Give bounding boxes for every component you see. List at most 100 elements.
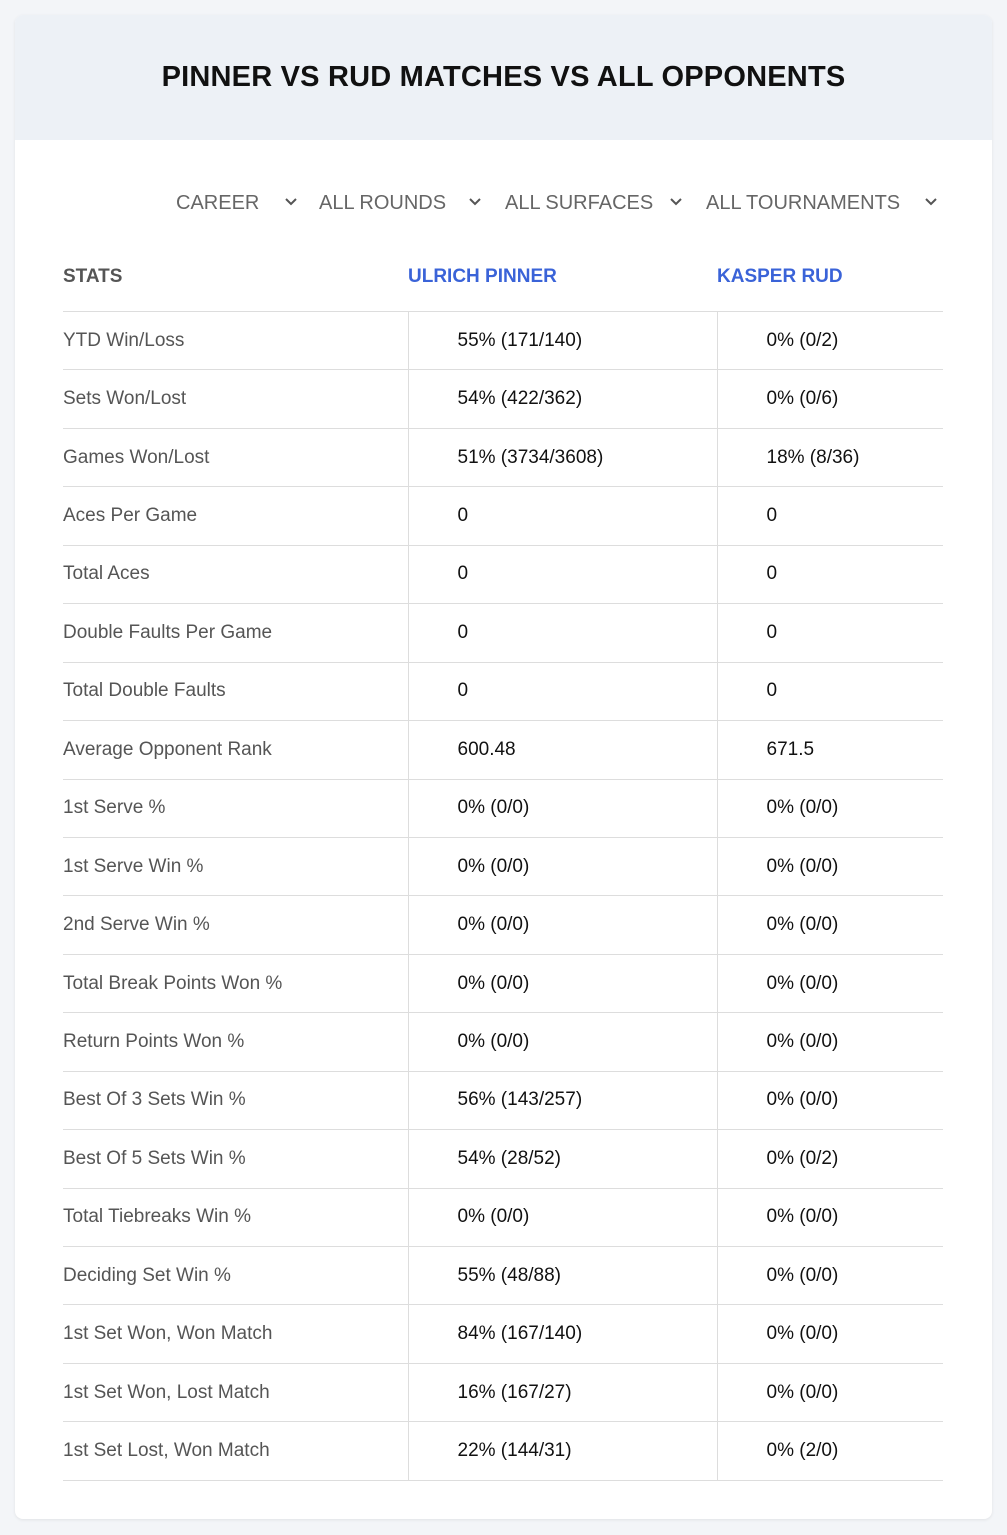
stat-value: 0 [716,486,943,546]
stats-card: PINNER VS RUD MATCHES VS ALL OPPONENTS C… [15,15,992,1519]
column-header[interactable]: ULRICH PINNER [408,243,717,312]
filter-label: CAREER [176,191,260,214]
filter-dropdown[interactable]: ALL ROUNDS [319,191,485,215]
stat-row: 2nd Serve Win % 0% (0/0) 0% (0/0) [63,895,943,955]
stat-label: 1st Set Won, Won Match [63,1304,408,1364]
stat-value: 0% (0/0) [716,779,943,838]
stat-value: 671.5 [716,720,943,780]
stat-value: 0 [716,662,943,722]
stat-value: 0% (0/0) [716,1188,943,1248]
stat-row: Return Points Won % 0% (0/0) 0% (0/0) [63,1012,943,1072]
stat-value: 0% (2/0) [716,1421,943,1481]
stat-value: 0% (0/0) [407,779,717,838]
stat-value: 0% (0/0) [716,1012,943,1072]
stat-value: 600.48 [407,720,717,780]
stat-row: 1st Set Lost, Won Match 22% (144/31) 0% (2… [63,1421,943,1481]
stat-label: Double Faults Per Game [63,603,408,663]
stat-value: 16% (167/27) [407,1363,717,1423]
stat-label: Return Points Won % [63,1012,408,1072]
stat-label: YTD Win/Loss [63,311,408,371]
stat-label: Best Of 3 Sets Win % [63,1071,408,1131]
stat-value: 56% (143/257) [407,1071,717,1131]
stat-value: 18% (8/36) [716,428,943,488]
stat-value: 0% (0/2) [716,311,943,371]
stat-row: Aces Per Game 0 0 [63,486,943,546]
stat-row: Sets Won/Lost 54% (422/362) 0% (0/6) [63,369,943,429]
stat-value: 0% (0/0) [716,954,943,1014]
stat-row: Best Of 3 Sets Win % 56% (143/257) 0% (0/0… [63,1071,943,1131]
stat-value: 0 [716,603,943,663]
header: PINNER VS RUD MATCHES VS ALL OPPONENTS [15,15,992,140]
chevron-icon [285,198,297,206]
stat-value: 0% (0/0) [407,1188,717,1248]
chevron-icon [925,198,937,206]
stat-row: Total Aces 0 0 [63,545,943,605]
stat-value: 0 [716,545,943,605]
stat-value: 54% (422/362) [407,369,717,429]
stat-row: 1st Serve % 0% (0/0) 0% (0/0) [63,779,943,838]
column-header: STATS [63,243,408,312]
stat-row: 1st Set Won, Won Match 84% (167/140) 0% (0… [63,1304,943,1364]
stat-row: Total Tiebreaks Win % 0% (0/0) 0% (0/0) [63,1188,943,1248]
stat-value: 84% (167/140) [407,1304,717,1364]
chevron-icon [670,198,682,206]
stat-value: 0% (0/0) [716,1071,943,1131]
stat-row: 1st Serve Win % 0% (0/0) 0% (0/0) [63,837,943,897]
chevron-icon [469,198,481,206]
stat-label: 1st Serve Win % [63,837,408,897]
stat-label: 1st Serve % [63,779,408,838]
stat-value: 22% (144/31) [407,1421,717,1481]
column-header[interactable]: KASPER RUD [717,243,943,312]
title: PINNER VS RUD MATCHES VS ALL OPPONENTS [161,61,846,93]
stat-value: 51% (3734/3608) [407,428,717,488]
stat-row: Deciding Set Win % 55% (48/88) 0% (0/0) [63,1246,943,1306]
stat-value: 0 [407,662,717,722]
header-row: STATS ULRICH PINNER KASPER RUD [63,243,943,312]
stat-row: Best Of 5 Sets Win % 54% (28/52) 0% (0/2) [63,1129,943,1189]
filter-label: ALL TOURNAMENTS [706,191,901,214]
stat-row: Total Double Faults 0 0 [63,662,943,722]
stat-row: 1st Set Won, Lost Match 16% (167/27) 0% (0… [63,1363,943,1423]
stat-value: 0% (0/0) [716,1246,943,1306]
stat-value: 0% (0/0) [407,954,717,1014]
stat-value: 0% (0/0) [716,1304,943,1364]
stat-row: Average Opponent Rank 600.48 671.5 [63,720,943,780]
stat-label: Total Aces [63,545,408,605]
filter-dropdown[interactable]: CAREER [176,191,300,215]
stat-label: Average Opponent Rank [63,720,408,780]
stat-value: 0% (0/0) [716,895,943,955]
stat-value: 0% (0/0) [716,1363,943,1423]
stat-value: 54% (28/52) [407,1129,717,1189]
filter-label: ALL ROUNDS [319,191,447,214]
stat-label: Aces Per Game [63,486,408,546]
filter-label: ALL SURFACES [505,191,654,214]
stat-value: 0% (0/0) [407,837,717,897]
stats-table: STATS ULRICH PINNER KASPER RUD YTD Win/L… [63,243,943,1481]
stat-value: 0 [407,486,717,546]
stat-value: 0% (0/0) [407,1012,717,1072]
stat-row: Double Faults Per Game 0 0 [63,603,943,663]
stat-row: Total Break Points Won % 0% (0/0) 0% (0/0) [63,954,943,1014]
stat-value: 0% (0/0) [716,837,943,897]
stat-row: Games Won/Lost 51% (3734/3608) 18% (8/36) [63,428,943,488]
stat-value: 0 [407,545,717,605]
stat-label: Games Won/Lost [63,428,408,488]
stat-label: Deciding Set Win % [63,1246,408,1306]
stat-label: Total Tiebreaks Win % [63,1188,408,1248]
stat-label: Total Double Faults [63,662,408,722]
stat-value: 0% (0/2) [716,1129,943,1189]
stat-label: Best Of 5 Sets Win % [63,1129,408,1189]
stat-value: 0% (0/6) [716,369,943,429]
stat-label: Sets Won/Lost [63,369,408,429]
stat-label: 2nd Serve Win % [63,895,408,955]
filter-dropdown[interactable]: ALL SURFACES [505,191,685,215]
stat-label: 1st Set Lost, Won Match [63,1421,408,1481]
filter-dropdown[interactable]: ALL TOURNAMENTS [706,191,946,215]
stat-value: 55% (48/88) [407,1246,717,1306]
stat-row: YTD Win/Loss 55% (171/140) 0% (0/2) [63,311,943,371]
stat-value: 0% (0/0) [407,895,717,955]
stat-value: 0 [407,603,717,663]
stat-value: 55% (171/140) [407,311,717,371]
stat-label: Total Break Points Won % [63,954,408,1014]
